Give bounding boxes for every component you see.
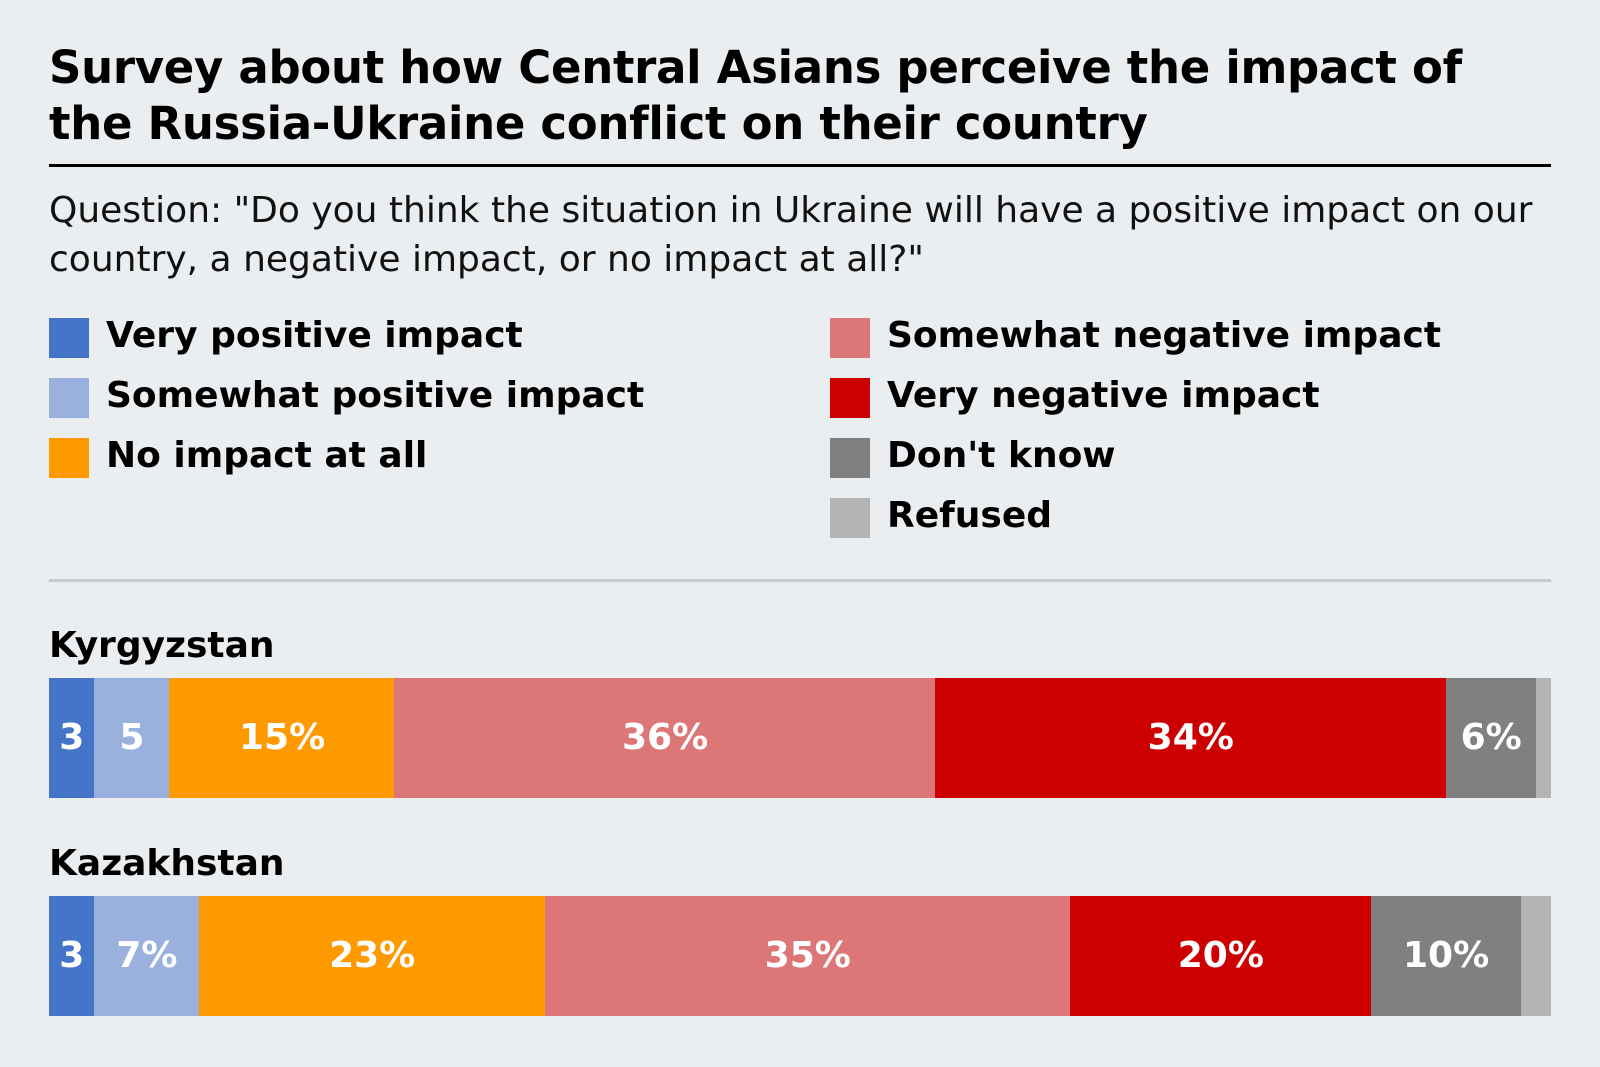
- bar-segment-kazakhstan-very-positive-impact: 3: [49, 896, 95, 1016]
- bar-segment-kazakhstan-no-impact-at-all: 23%: [199, 896, 546, 1016]
- bar-segment-kazakhstan-somewhat-positive-impact: 7%: [94, 896, 200, 1016]
- legend-label-dont-know: Don't know: [887, 435, 1116, 476]
- data-label-kazakhstan-somewhat-positive-impact: 7%: [116, 935, 178, 976]
- legend-label-very-positive: Very positive impact: [106, 315, 523, 356]
- data-label-kyrgyzstan-don-t-know: 6%: [1460, 717, 1522, 758]
- stacked-bar-kazakhstan: 3 7% 23% 35% 20% 10%: [49, 896, 1552, 1016]
- legend-label-no-impact: No impact at all: [106, 435, 428, 476]
- bar-segment-kyrgyzstan-very-positive-impact: 3: [49, 678, 95, 798]
- stacked-bar-kyrgyzstan: 3 5 15% 36% 34% 6%: [49, 678, 1552, 798]
- section-divider: [49, 579, 1551, 582]
- bar-segment-kyrgyzstan-somewhat-negative-impact: 36%: [394, 678, 936, 798]
- category-label-kazakhstan: Kazakhstan: [49, 843, 285, 884]
- legend-swatch-very-positive: [49, 318, 89, 358]
- legend: Very positive impact Somewhat positive i…: [49, 315, 1551, 548]
- bar-segment-kazakhstan-don-t-know: 10%: [1370, 896, 1522, 1016]
- legend-swatch-somewhat-negative: [830, 318, 870, 358]
- chart-title: Survey about how Central Asians perceive…: [49, 41, 1462, 150]
- data-label-kazakhstan-very-negative-impact: 20%: [1177, 935, 1264, 976]
- legend-swatch-somewhat-positive: [49, 378, 89, 418]
- bar-segment-kazakhstan-refused: [1520, 896, 1552, 1016]
- legend-swatch-no-impact: [49, 438, 89, 478]
- legend-swatch-very-negative: [830, 378, 870, 418]
- chart-subtitle: Question: "Do you think the situation in…: [49, 190, 1533, 280]
- data-label-kazakhstan-somewhat-negative-impact: 35%: [764, 935, 851, 976]
- data-label-kazakhstan-don-t-know: 10%: [1403, 935, 1490, 976]
- bar-segment-kazakhstan-somewhat-negative-impact: 35%: [544, 896, 1071, 1016]
- bar-segment-kyrgyzstan-no-impact-at-all: 15%: [169, 678, 395, 798]
- bar-segment-kazakhstan-very-negative-impact: 20%: [1070, 896, 1372, 1016]
- bar-segment-kyrgyzstan-refused: [1535, 678, 1552, 798]
- bar-segment-kyrgyzstan-don-t-know: 6%: [1445, 678, 1537, 798]
- legend-label-somewhat-negative: Somewhat negative impact: [887, 315, 1442, 356]
- data-label-kyrgyzstan-somewhat-positive-impact: 5: [119, 717, 145, 758]
- data-label-kyrgyzstan-very-negative-impact: 34%: [1147, 717, 1234, 758]
- data-label-kazakhstan-very-positive-impact: 3: [59, 935, 85, 976]
- legend-swatch-dont-know: [830, 438, 870, 478]
- legend-swatch-refused: [830, 498, 870, 538]
- data-label-kyrgyzstan-very-positive-impact: 3: [59, 717, 85, 758]
- data-label-kyrgyzstan-no-impact-at-all: 15%: [238, 717, 326, 758]
- bar-segment-kyrgyzstan-very-negative-impact: 34%: [935, 678, 1447, 798]
- legend-label-refused: Refused: [887, 495, 1053, 536]
- bar-segment-kyrgyzstan-somewhat-positive-impact: 5: [94, 678, 170, 798]
- category-label-kyrgyzstan: Kyrgyzstan: [49, 625, 275, 666]
- data-label-kyrgyzstan-somewhat-negative-impact: 36%: [621, 717, 709, 758]
- title-rule: [49, 164, 1551, 167]
- legend-label-somewhat-positive: Somewhat positive impact: [106, 375, 645, 416]
- data-label-kazakhstan-no-impact-at-all: 23%: [329, 935, 416, 976]
- legend-label-very-negative: Very negative impact: [887, 375, 1320, 416]
